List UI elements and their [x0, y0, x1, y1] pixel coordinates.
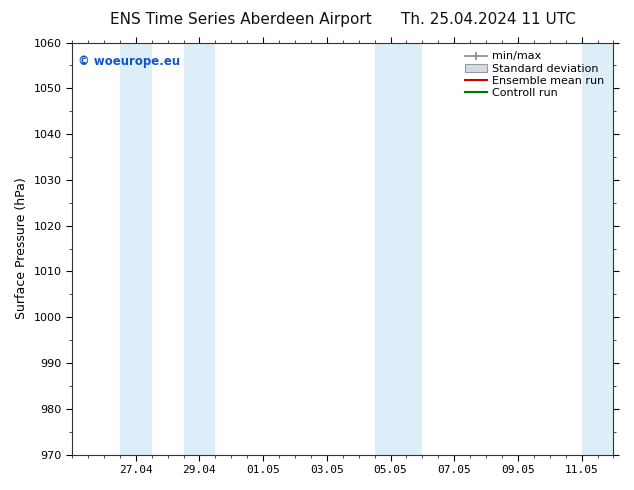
- Text: © woeurope.eu: © woeurope.eu: [77, 55, 179, 68]
- Bar: [184, 43, 216, 455]
- Y-axis label: Surface Pressure (hPa): Surface Pressure (hPa): [15, 178, 28, 319]
- Legend: min/max, Standard deviation, Ensemble mean run, Controll run: min/max, Standard deviation, Ensemble me…: [461, 48, 608, 101]
- Text: Th. 25.04.2024 11 UTC: Th. 25.04.2024 11 UTC: [401, 12, 576, 27]
- Text: ENS Time Series Aberdeen Airport: ENS Time Series Aberdeen Airport: [110, 12, 372, 27]
- Bar: [120, 43, 152, 455]
- Bar: [375, 43, 422, 455]
- Bar: [581, 43, 614, 455]
